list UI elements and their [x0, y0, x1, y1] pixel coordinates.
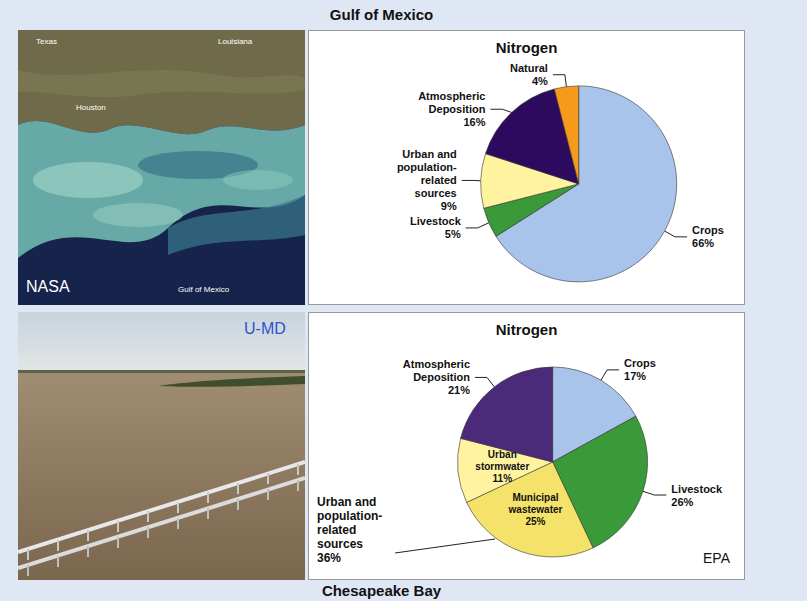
- svg-text:U-MD: U-MD: [244, 320, 286, 337]
- svg-text:4%: 4%: [532, 75, 548, 87]
- svg-text:21%: 21%: [448, 384, 470, 396]
- svg-text:Urban: Urban: [488, 449, 517, 460]
- svg-text:26%: 26%: [671, 496, 693, 508]
- svg-text:Nitrogen: Nitrogen: [496, 39, 558, 56]
- svg-text:5%: 5%: [445, 228, 461, 240]
- svg-text:36%: 36%: [317, 551, 341, 565]
- svg-text:Urban and: Urban and: [402, 148, 456, 160]
- svg-text:population-: population-: [397, 161, 457, 173]
- svg-text:11%: 11%: [493, 473, 513, 484]
- svg-text:related: related: [317, 523, 356, 537]
- html-text:Chesapeake Bay: Chesapeake Bay: [321, 582, 442, 599]
- svg-text:25%: 25%: [525, 516, 545, 527]
- svg-text:Deposition: Deposition: [429, 103, 486, 115]
- svg-text:Livestock: Livestock: [410, 215, 462, 227]
- svg-text:NASA: NASA: [26, 278, 70, 295]
- svg-text:sources: sources: [317, 537, 363, 551]
- svg-text:17%: 17%: [624, 370, 646, 382]
- svg-text:66%: 66%: [692, 237, 714, 249]
- svg-text:Crops: Crops: [624, 357, 656, 369]
- svg-text:Crops: Crops: [692, 224, 724, 236]
- svg-text:Gulf of Mexico: Gulf of Mexico: [178, 285, 230, 294]
- svg-text:Deposition: Deposition: [413, 371, 470, 383]
- svg-text:wastewater: wastewater: [508, 504, 563, 515]
- svg-text:Livestock: Livestock: [671, 483, 723, 495]
- svg-text:Atmospheric: Atmospheric: [418, 90, 485, 102]
- svg-text:16%: 16%: [463, 116, 485, 128]
- html-text:Gulf of Mexico: Gulf of Mexico: [329, 6, 434, 23]
- svg-text:Urban and: Urban and: [317, 495, 376, 509]
- svg-text:Nitrogen: Nitrogen: [496, 321, 558, 338]
- svg-text:related: related: [421, 174, 457, 186]
- svg-text:Texas: Texas: [36, 37, 57, 46]
- svg-text:Municipal: Municipal: [512, 492, 558, 503]
- svg-text:Natural: Natural: [510, 62, 548, 74]
- svg-text:Atmospheric: Atmospheric: [403, 358, 470, 370]
- svg-text:sources: sources: [415, 187, 457, 199]
- svg-text:EPA: EPA: [703, 550, 731, 566]
- svg-text:stormwater: stormwater: [475, 461, 529, 472]
- svg-text:Houston: Houston: [76, 103, 106, 112]
- svg-text:9%: 9%: [441, 200, 457, 212]
- svg-text:Louisiana: Louisiana: [218, 37, 253, 46]
- svg-text:population-: population-: [317, 509, 382, 523]
